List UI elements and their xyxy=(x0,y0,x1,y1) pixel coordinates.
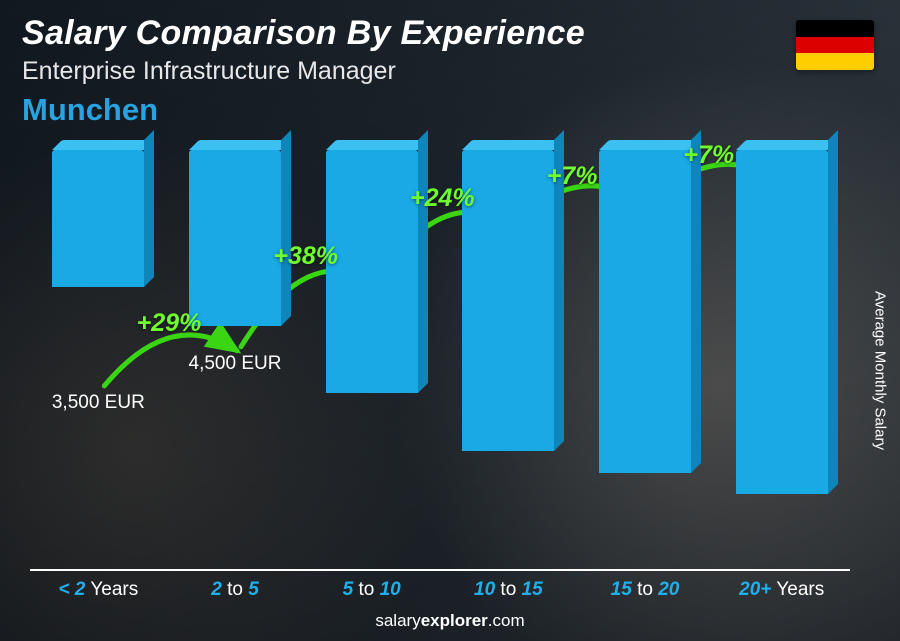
germany-flag-icon xyxy=(796,20,874,70)
chart-column: 8,790 EUR20+ Years xyxy=(713,150,850,569)
bar xyxy=(599,150,691,473)
bar xyxy=(189,150,281,326)
value-label: 4,500 EUR xyxy=(165,353,305,375)
bar xyxy=(52,150,144,287)
city: Munchen xyxy=(22,92,780,128)
y-axis-label: Average Monthly Salary xyxy=(870,190,890,550)
delta-label: +29% xyxy=(137,309,202,338)
title: Salary Comparison By Experience xyxy=(22,14,780,53)
bar-chart: 3,500 EUR< 2 Years4,500 EUR2 to 56,210 E… xyxy=(30,150,850,571)
value-label: 3,500 EUR xyxy=(28,392,168,414)
delta-label: +7% xyxy=(683,141,734,170)
chart-column: 6,210 EUR5 to 10 xyxy=(303,150,440,569)
bar xyxy=(326,150,418,393)
flag-stripe xyxy=(796,53,874,70)
flag-stripe xyxy=(796,37,874,54)
title-block: Salary Comparison By Experience Enterpri… xyxy=(22,14,780,128)
delta-label: +38% xyxy=(273,242,338,271)
chart-column: 3,500 EUR< 2 Years xyxy=(30,150,167,569)
delta-label: +24% xyxy=(410,184,475,213)
infographic-stage: Salary Comparison By Experience Enterpri… xyxy=(0,0,900,641)
flag-stripe xyxy=(796,20,874,37)
delta-label: +7% xyxy=(547,162,598,191)
chart-column: 8,240 EUR15 to 20 xyxy=(577,150,714,569)
bar xyxy=(462,150,554,451)
footer-credit: salaryexplorer.com xyxy=(0,611,900,631)
chart-column: 7,690 EUR10 to 15 xyxy=(440,150,577,569)
category-label: 20+ Years xyxy=(702,579,862,601)
bar xyxy=(736,150,828,494)
chart-column: 4,500 EUR2 to 5 xyxy=(167,150,304,569)
subtitle: Enterprise Infrastructure Manager xyxy=(22,57,780,86)
